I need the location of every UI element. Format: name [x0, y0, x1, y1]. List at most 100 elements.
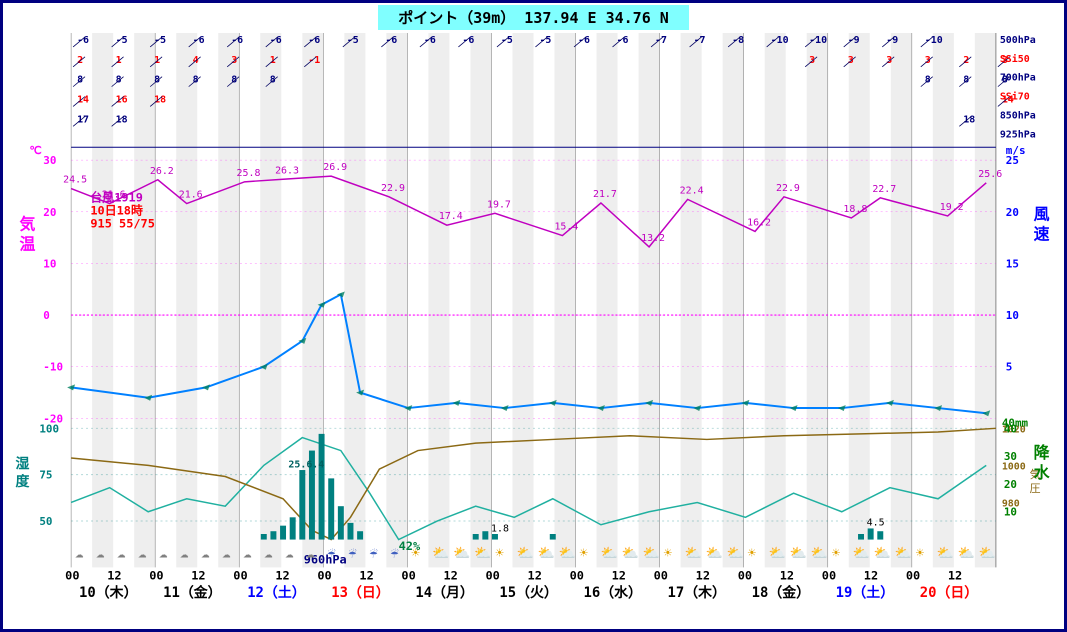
svg-text:☁: ☁	[285, 545, 294, 561]
svg-text:☀: ☀	[664, 545, 673, 561]
svg-text:00: 00	[822, 568, 836, 582]
svg-text:☀: ☀	[411, 545, 420, 561]
svg-text:26.9: 26.9	[323, 162, 347, 173]
title-text: ポイント（39m） 137.94 E 34.76 N	[378, 5, 689, 30]
svg-text:⛅: ⛅	[432, 545, 449, 561]
svg-text:気: 気	[19, 215, 35, 234]
svg-text:4: 4	[193, 55, 199, 66]
svg-text:00: 00	[906, 568, 920, 582]
svg-text:-5: -5	[501, 35, 513, 46]
svg-text:30: 30	[1004, 450, 1017, 463]
svg-text:12: 12	[359, 568, 373, 582]
svg-text:-6: -6	[231, 35, 243, 46]
svg-text:12: 12	[107, 568, 121, 582]
svg-text:00: 00	[401, 568, 415, 582]
svg-text:12: 12	[948, 568, 962, 582]
svg-text:21.7: 21.7	[593, 189, 617, 200]
svg-text:3: 3	[848, 55, 854, 66]
svg-text:☁: ☁	[75, 545, 84, 561]
svg-text:18.8: 18.8	[843, 204, 867, 215]
svg-text:17: 17	[77, 114, 89, 125]
svg-text:1: 1	[270, 55, 276, 66]
svg-text:12: 12	[696, 568, 710, 582]
svg-text:26.2: 26.2	[150, 166, 174, 177]
svg-text:17.4: 17.4	[439, 211, 463, 222]
svg-text:⛅: ⛅	[790, 545, 807, 561]
svg-text:⛅: ⛅	[874, 545, 891, 561]
svg-text:⛅: ⛅	[685, 545, 702, 561]
svg-text:☔: ☔	[327, 545, 336, 561]
meteogram-frame: ポイント（39m） 137.94 E 34.76 N -6 -5 -5 -6 -6 -6 -…	[0, 0, 1067, 632]
svg-text:-6: -6	[424, 35, 436, 46]
svg-text:℃: ℃	[29, 144, 41, 157]
svg-text:-5: -5	[539, 35, 551, 46]
svg-text:☁: ☁	[264, 545, 273, 561]
svg-text:3: 3	[925, 55, 931, 66]
svg-text:-6: -6	[308, 35, 320, 46]
svg-text:-5: -5	[347, 35, 359, 46]
svg-text:30: 30	[43, 154, 56, 167]
svg-text:500hPa: 500hPa	[1000, 35, 1036, 46]
svg-text:2: 2	[963, 55, 969, 66]
svg-text:⛅: ⛅	[706, 545, 723, 561]
svg-text:00: 00	[654, 568, 668, 582]
svg-text:⛅: ⛅	[558, 545, 575, 561]
svg-text:⛅: ⛅	[937, 545, 954, 561]
svg-text:25.8: 25.8	[237, 168, 261, 179]
svg-text:-6: -6	[617, 35, 629, 46]
svg-text:-1: -1	[308, 55, 320, 66]
svg-text:-6: -6	[578, 35, 590, 46]
svg-text:12: 12	[528, 568, 542, 582]
svg-text:14（月）: 14（月）	[415, 585, 473, 601]
svg-text:8: 8	[154, 75, 160, 86]
svg-text:⛅: ⛅	[895, 545, 912, 561]
svg-text:0: 0	[43, 309, 50, 322]
svg-text:17（木）: 17（木）	[668, 584, 726, 601]
svg-text:☁: ☁	[306, 545, 315, 561]
svg-text:☁: ☁	[159, 545, 168, 561]
svg-text:⛅: ⛅	[601, 545, 618, 561]
svg-text:☀: ☀	[832, 545, 841, 561]
svg-text:⛅: ⛅	[622, 545, 639, 561]
svg-text:⛅: ⛅	[474, 545, 491, 561]
svg-text:22.9: 22.9	[381, 183, 405, 194]
svg-text:22.7: 22.7	[872, 184, 896, 195]
svg-text:12（土）: 12（土）	[247, 584, 305, 601]
svg-text:3: 3	[886, 55, 892, 66]
svg-text:-8: -8	[732, 35, 744, 46]
svg-text:1.8: 1.8	[491, 524, 509, 535]
svg-text:25.6: 25.6	[978, 169, 1002, 180]
svg-text:13（日）: 13（日）	[331, 585, 389, 601]
svg-text:20: 20	[1004, 478, 1017, 491]
svg-text:2: 2	[77, 55, 83, 66]
svg-text:-7: -7	[694, 35, 706, 46]
svg-text:☁: ☁	[180, 545, 189, 561]
svg-text:8: 8	[116, 75, 122, 86]
svg-text:19.2: 19.2	[940, 202, 964, 213]
svg-text:☀: ☀	[748, 545, 757, 561]
svg-text:00: 00	[738, 568, 752, 582]
svg-text:25.6.4: 25.6.4	[288, 459, 324, 470]
plot-area: -6-5-5-6-6-6-6-5-6-6-6-5-5-6-6-7-7-8-10-…	[9, 31, 1058, 623]
svg-text:22.9: 22.9	[776, 183, 800, 194]
svg-text:25: 25	[1006, 154, 1019, 167]
svg-text:⛅: ⛅	[853, 545, 870, 561]
svg-text:8: 8	[193, 75, 199, 86]
svg-text:20（日）: 20（日）	[920, 585, 978, 601]
svg-text:18: 18	[154, 95, 166, 106]
svg-text:24.5: 24.5	[63, 175, 87, 186]
svg-text:☔: ☔	[390, 545, 399, 561]
svg-text:40: 40	[1004, 422, 1017, 435]
svg-text:-7: -7	[655, 35, 667, 46]
svg-text:⛅: ⛅	[643, 545, 660, 561]
svg-text:00: 00	[65, 568, 79, 582]
svg-text:⛅: ⛅	[811, 545, 828, 561]
svg-text:16.2: 16.2	[747, 217, 771, 228]
svg-text:3: 3	[809, 55, 815, 66]
svg-text:降: 降	[1034, 443, 1050, 462]
svg-text:19（土）: 19（土）	[836, 584, 894, 601]
svg-text:3: 3	[231, 55, 237, 66]
svg-text:00: 00	[233, 568, 247, 582]
svg-text:22.4: 22.4	[680, 185, 704, 196]
svg-text:水: 水	[1034, 463, 1051, 482]
